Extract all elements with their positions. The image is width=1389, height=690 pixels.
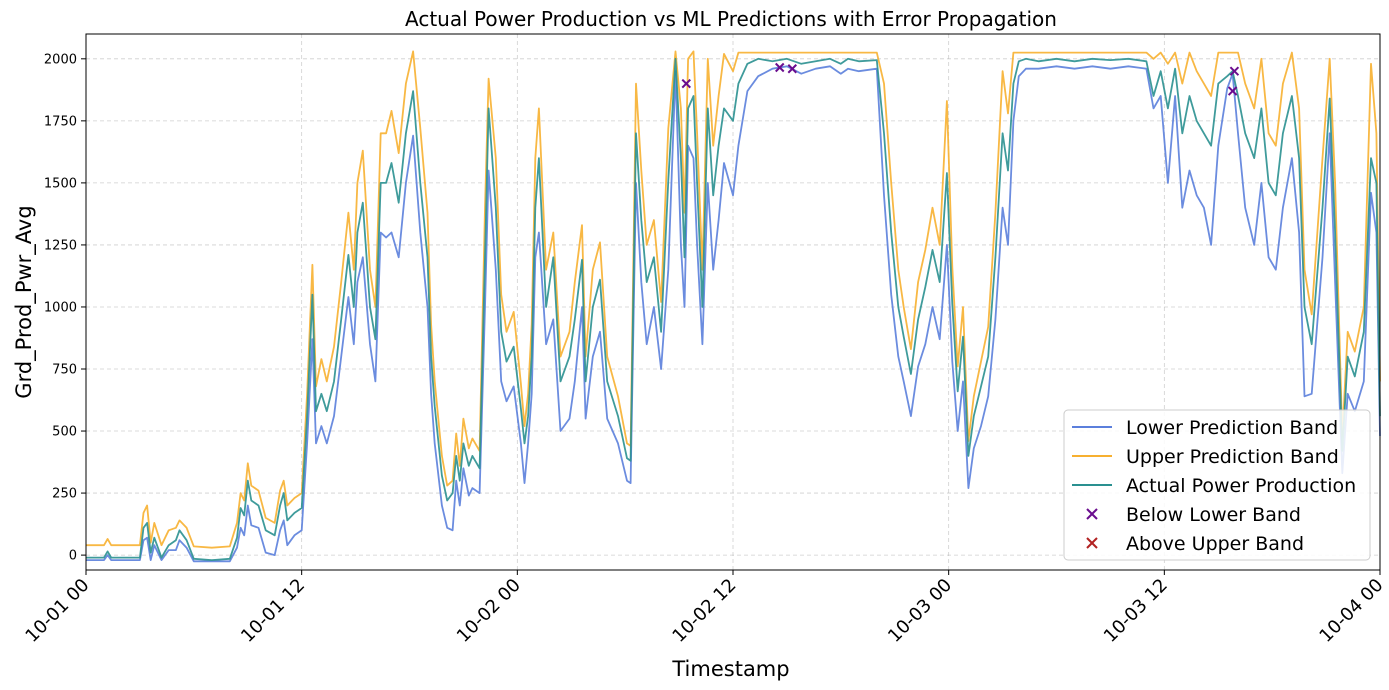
legend-item: Lower Prediction Band — [1072, 417, 1338, 439]
y-tick-label: 750 — [52, 363, 77, 378]
y-axis-label: Grd_Prod_Pwr_Avg — [12, 205, 37, 398]
x-tick-label: 10-02 00 — [453, 575, 525, 647]
legend-item: Above Upper Band — [1086, 533, 1304, 555]
x-tick-label: 10-01 12 — [237, 575, 309, 647]
outlier-marker — [681, 78, 691, 89]
y-tick-label: 500 — [52, 425, 77, 440]
legend-label: Lower Prediction Band — [1126, 417, 1338, 439]
y-tick-label: 250 — [52, 487, 77, 502]
legend-item: Upper Prediction Band — [1072, 446, 1339, 468]
legend-label: Below Lower Band — [1126, 504, 1301, 526]
y-tick-label: 1750 — [44, 114, 77, 129]
y-tick-label: 1250 — [44, 238, 77, 253]
series-line-lower-prediction-band — [86, 65, 1381, 563]
legend-swatch — [1086, 508, 1098, 520]
y-tick-label: 1000 — [44, 300, 77, 315]
x-tick-label: 10-03 00 — [884, 575, 956, 647]
x-tick-label: 10-04 00 — [1315, 575, 1387, 647]
outlier-marker-layer — [681, 62, 1240, 96]
outlier-marker — [1227, 86, 1238, 96]
x-tick-label: 10-02 12 — [668, 575, 740, 647]
legend-label: Upper Prediction Band — [1126, 446, 1339, 468]
x-tick-label: 10-03 12 — [1100, 575, 1172, 647]
legend-item: Below Lower Band — [1086, 504, 1301, 526]
legend-label: Above Upper Band — [1126, 533, 1304, 555]
legend-label: Actual Power Production — [1126, 475, 1356, 497]
chart-title: Actual Power Production vs ML Prediction… — [405, 7, 1057, 31]
legend-box — [1063, 409, 1371, 561]
x-tick-label: 10-01 00 — [21, 575, 93, 647]
series-line-actual-power-production — [86, 57, 1381, 561]
x-axis-label: Timestamp — [671, 657, 789, 681]
series-line-upper-prediction-band — [86, 50, 1381, 549]
legend-item: Actual Power Production — [1072, 475, 1356, 497]
outlier-marker — [1229, 66, 1240, 76]
y-axis: 0 250 500 750 1000 1250 1500 1750 2000 — [44, 52, 86, 564]
y-tick-label: 1500 — [44, 176, 77, 191]
legend: Lower Prediction Band Upper Prediction Ba… — [1063, 409, 1371, 561]
outlier-marker — [775, 62, 785, 73]
legend-swatch — [1086, 537, 1098, 549]
y-tick-label: 2000 — [44, 52, 77, 67]
series-layer — [86, 50, 1381, 563]
y-tick-label: 0 — [69, 549, 77, 564]
outlier-marker — [787, 64, 798, 74]
x-axis: 10-01 00 10-01 12 10-02 00 10-02 12 10-03 00… — [21, 570, 1388, 647]
